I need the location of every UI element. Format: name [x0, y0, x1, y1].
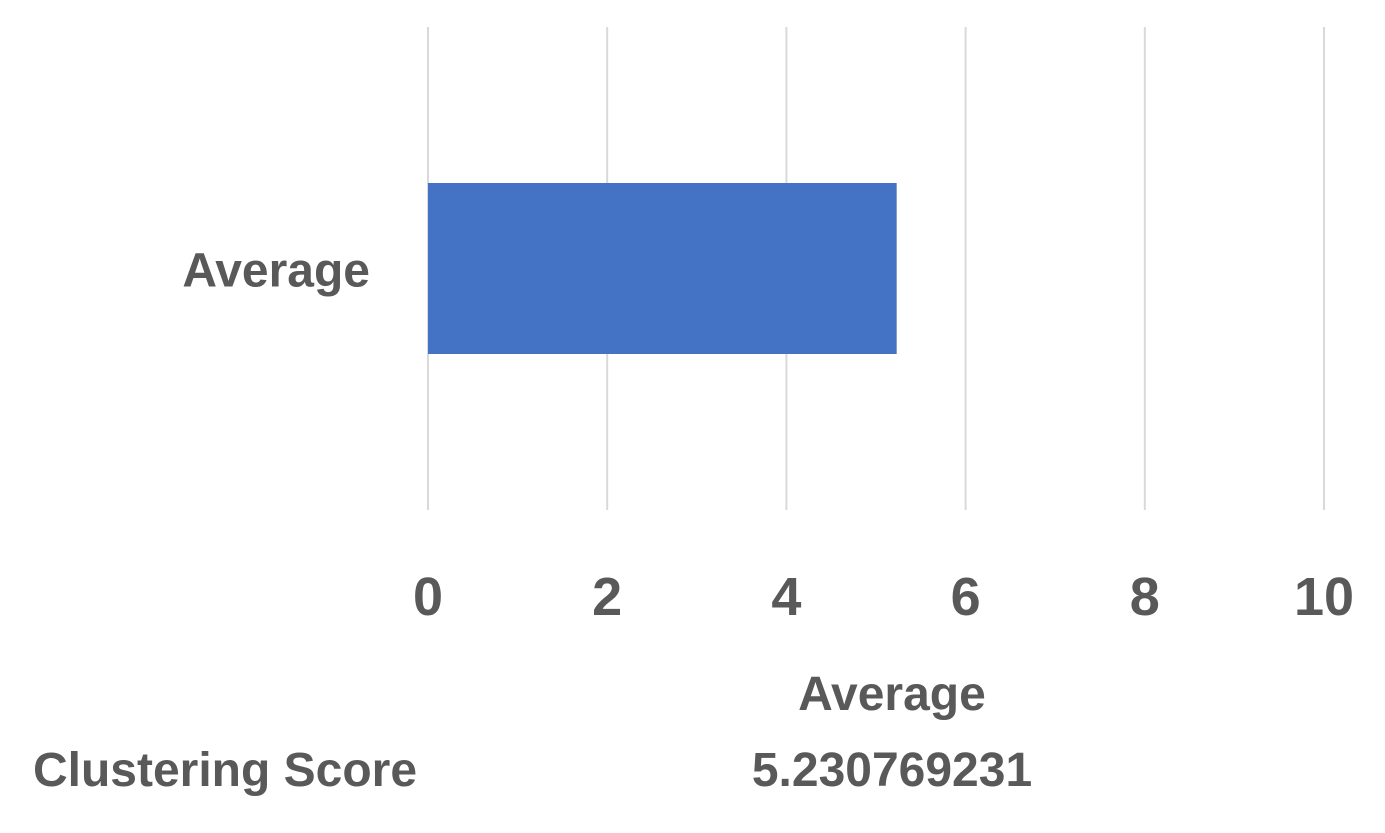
- data-table-row-label: Clustering Score: [33, 744, 417, 797]
- bar-average: [428, 183, 897, 354]
- data-table-value: 5.230769231: [752, 744, 1032, 797]
- x-tick-label-2: 2: [592, 567, 622, 627]
- x-tick-label-8: 8: [1130, 567, 1160, 627]
- bars: [428, 183, 897, 354]
- category-label-average: Average: [182, 245, 370, 298]
- category-labels: Average: [182, 245, 370, 298]
- x-tick-label-0: 0: [413, 567, 443, 627]
- data-table-column-header: Average: [798, 668, 986, 721]
- x-tick-label-6: 6: [951, 567, 981, 627]
- x-tick-labels: 0 2 4 6 8 10: [413, 567, 1354, 627]
- x-tick-label-10: 10: [1294, 567, 1354, 627]
- x-tick-label-4: 4: [771, 567, 801, 627]
